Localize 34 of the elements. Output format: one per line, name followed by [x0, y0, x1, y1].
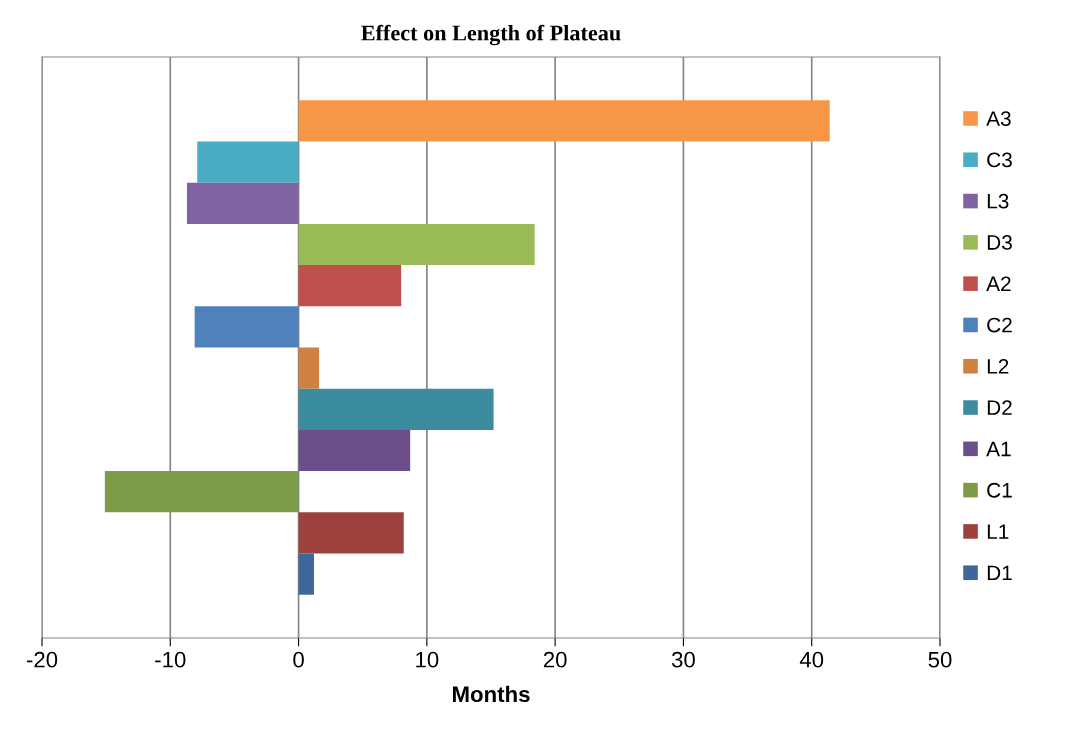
- legend-label: L1: [987, 524, 1009, 539]
- legend-label: D3: [987, 235, 1012, 250]
- chart-title: Effect on Length of Plateau: [361, 24, 621, 46]
- bar: [104, 471, 299, 513]
- x-axis-title: Months: [452, 685, 530, 703]
- bar: [197, 141, 299, 183]
- legend-label: A2: [986, 276, 1011, 291]
- legend-label: D2: [987, 400, 1012, 415]
- x-tick-label: 40: [799, 651, 824, 668]
- x-tick-label: 10: [416, 651, 439, 668]
- bar: [298, 100, 830, 142]
- x-tick-label: -20: [26, 651, 58, 668]
- bar: [298, 347, 320, 389]
- legend-label: C3: [987, 152, 1012, 168]
- legend-label: C2: [987, 317, 1012, 333]
- x-tick-label: -10: [155, 651, 186, 668]
- legend-label: D1: [987, 565, 1012, 581]
- x-tick-label: 20: [543, 651, 567, 668]
- legend-label: A3: [986, 111, 1011, 126]
- bar: [298, 223, 535, 266]
- bar: [298, 512, 404, 554]
- bar: [186, 182, 299, 224]
- legend-label: A1: [986, 441, 1011, 457]
- bar: [194, 306, 299, 348]
- bar: [298, 388, 494, 430]
- legend-label: L3: [987, 193, 1009, 209]
- x-tick-label: 0: [293, 651, 304, 668]
- bar: [298, 553, 314, 595]
- legend-label: L2: [987, 358, 1009, 374]
- x-tick-label: 50: [928, 651, 952, 668]
- legend-label: C1: [987, 482, 1012, 498]
- x-tick-label: 30: [671, 651, 695, 668]
- bar: [298, 265, 402, 307]
- bar: [298, 429, 411, 472]
